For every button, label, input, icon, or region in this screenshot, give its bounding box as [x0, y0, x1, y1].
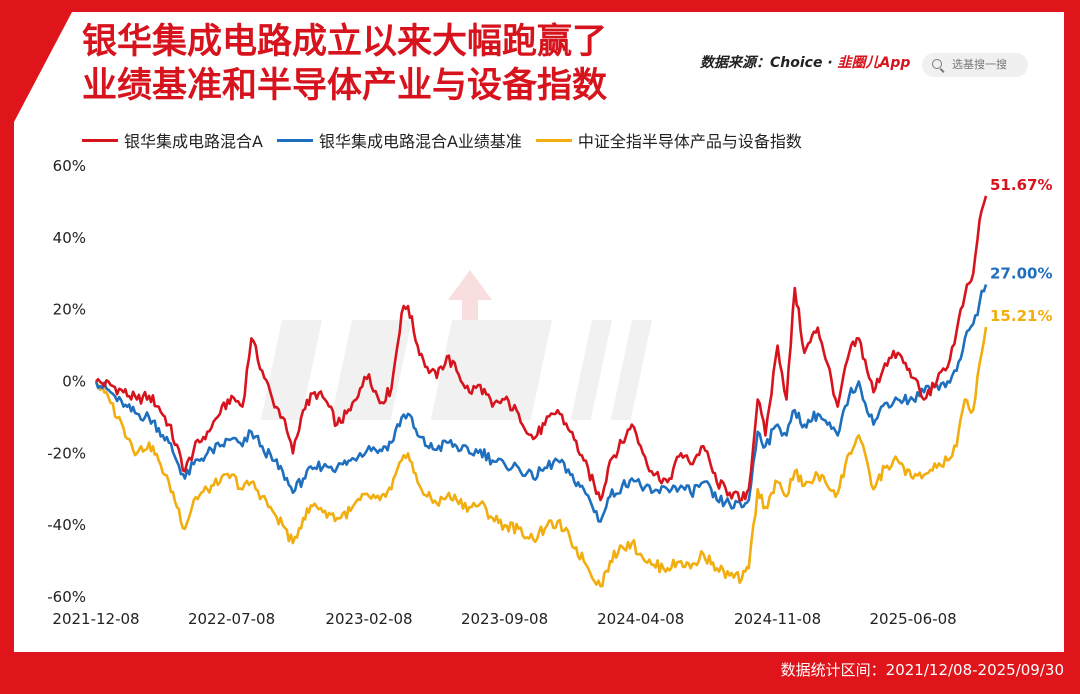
- title-line-2: 业绩基准和半导体产业与设备指数: [82, 66, 608, 106]
- legend-item-benchmark: 银华集成电路混合A业绩基准: [276, 128, 522, 152]
- search-placeholder: 选基搜一搜: [952, 58, 1007, 71]
- end-label-index: 15.21%: [990, 307, 1052, 325]
- y-tick-label: 60%: [53, 157, 86, 175]
- data-source: 数据来源：Choice · 韭圈儿App: [700, 52, 910, 72]
- end-label-benchmark: 27.00%: [990, 265, 1052, 283]
- legend-label-index: 中证全指半导体产品与设备指数: [577, 132, 802, 151]
- legend-swatch-index: [535, 138, 572, 142]
- x-tick-label: 2023-02-08: [325, 610, 412, 628]
- x-axis: 2021-12-08 2022-07-08 2023-02-08 2023-09-08…: [52, 610, 956, 628]
- series-line-benchmark: [94, 284, 988, 523]
- end-labels: 15.21% 27.00% 51.67%: [990, 176, 1052, 325]
- x-tick-label: 2023-09-08: [461, 610, 548, 628]
- legend-label-benchmark: 银华集成电路混合A业绩基准: [318, 132, 522, 151]
- y-tick-label: -60%: [47, 588, 86, 606]
- footer-date-range: 数据统计区间：2021/12/08-2025/09/30: [780, 661, 1064, 679]
- y-tick-label: 0%: [62, 373, 86, 391]
- series-lines: [94, 195, 988, 588]
- page-title: 银华集成电路成立以来大幅跑赢了 业绩基准和半导体产业与设备指数: [82, 20, 702, 108]
- x-tick-label: 2025-06-08: [870, 610, 957, 628]
- legend-item-index: 中证全指半导体产品与设备指数: [535, 128, 802, 152]
- y-tick-label: 20%: [53, 301, 86, 319]
- legend-swatch-benchmark: [276, 138, 313, 142]
- search-icon: [932, 59, 942, 69]
- legend-label-fund: 银华集成电路混合A: [124, 132, 263, 151]
- x-tick-label: 2024-11-08: [734, 610, 821, 628]
- series-line-index: [94, 326, 988, 588]
- x-tick-label: 2022-07-08: [188, 610, 275, 628]
- series-line-fund: [95, 195, 988, 502]
- y-tick-label: -40%: [47, 516, 86, 534]
- search-box[interactable]: 选基搜一搜: [922, 53, 1028, 77]
- legend-item-fund: 银华集成电路混合A: [82, 128, 263, 152]
- brand-logo-text: 韭圈儿App: [837, 55, 911, 71]
- title-line-1: 银华集成电路成立以来大幅跑赢了: [82, 22, 608, 62]
- end-label-fund: 51.67%: [990, 176, 1052, 194]
- x-tick-label: 2024-04-08: [597, 610, 684, 628]
- x-tick-label: 2021-12-08: [52, 610, 139, 628]
- corner-triangle: [14, 12, 72, 122]
- legend-swatch-fund: [82, 138, 118, 142]
- y-tick-label: -20%: [47, 444, 86, 462]
- y-axis: 60% 40% 20% 0% -20% -40% -60%: [47, 157, 86, 606]
- chart-legend: 银华集成电路混合A 银华集成电路混合A业绩基准 中证全指半导体产品与设备指数: [82, 129, 816, 151]
- data-source-prefix: 数据来源：Choice ·: [700, 55, 838, 71]
- watermark-logo: [260, 270, 652, 420]
- y-tick-label: 40%: [53, 229, 86, 247]
